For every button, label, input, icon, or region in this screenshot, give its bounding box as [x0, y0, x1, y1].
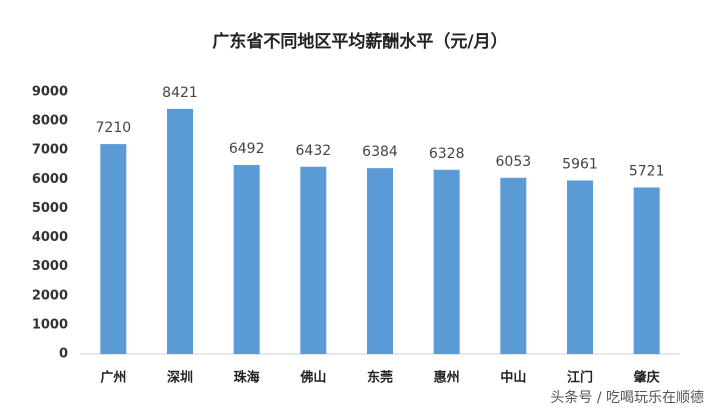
x-tick-label: 珠海 — [234, 370, 260, 386]
y-tick-label: 8000 — [32, 114, 68, 129]
value-label: 5961 — [562, 156, 598, 172]
bar — [433, 169, 460, 354]
y-tick-label: 4000 — [32, 230, 68, 245]
value-label: 6384 — [362, 144, 398, 160]
x-tick-label: 广州 — [100, 370, 126, 386]
y-tick-label: 7000 — [32, 143, 68, 158]
value-label: 8421 — [162, 85, 198, 101]
y-tick-label: 5000 — [32, 201, 68, 216]
y-tick-label: 3000 — [32, 259, 68, 274]
value-label: 7210 — [96, 120, 132, 136]
bar — [100, 144, 127, 354]
bar — [633, 187, 660, 354]
watermark: 头条号 / 吃喝玩乐在顺德 — [550, 389, 704, 406]
value-label: 6328 — [429, 146, 465, 162]
bar — [167, 108, 193, 354]
y-tick-label: 2000 — [32, 288, 68, 303]
value-label: 5721 — [629, 163, 665, 179]
value-label: 6432 — [296, 143, 332, 159]
chart-title: 广东省不同地区平均薪酬水平（元/月） — [212, 31, 507, 52]
x-tick-label: 肇庆 — [633, 370, 660, 386]
bar — [300, 166, 327, 354]
x-tick-label: 佛山 — [299, 370, 326, 386]
bar — [233, 165, 260, 354]
y-tick-label: 6000 — [32, 172, 68, 187]
bar — [500, 177, 527, 354]
bar — [567, 180, 593, 354]
value-label: 6492 — [229, 141, 265, 157]
y-tick-label: 1000 — [32, 317, 68, 332]
bar — [367, 168, 393, 354]
x-tick-label: 惠州 — [434, 370, 460, 386]
x-tick-label: 中山 — [500, 370, 526, 386]
x-tick-label: 江门 — [567, 370, 593, 386]
value-label: 6053 — [496, 154, 532, 170]
y-tick-label: 9000 — [32, 85, 68, 100]
y-tick-label: 0 — [59, 347, 68, 362]
x-tick-label: 深圳 — [167, 370, 193, 386]
x-tick-label: 东莞 — [367, 370, 393, 386]
